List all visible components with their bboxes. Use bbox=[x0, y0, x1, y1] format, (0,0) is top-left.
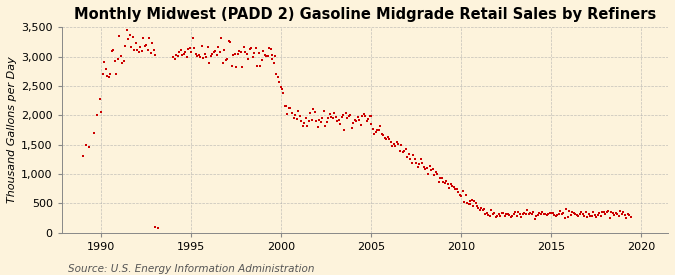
Y-axis label: Thousand Gallons per Day: Thousand Gallons per Day bbox=[7, 57, 17, 203]
Title: Monthly Midwest (PADD 2) Gasoline Midgrade Retail Sales by Refiners: Monthly Midwest (PADD 2) Gasoline Midgra… bbox=[74, 7, 656, 22]
Text: Source: U.S. Energy Information Administration: Source: U.S. Energy Information Administ… bbox=[68, 264, 314, 274]
